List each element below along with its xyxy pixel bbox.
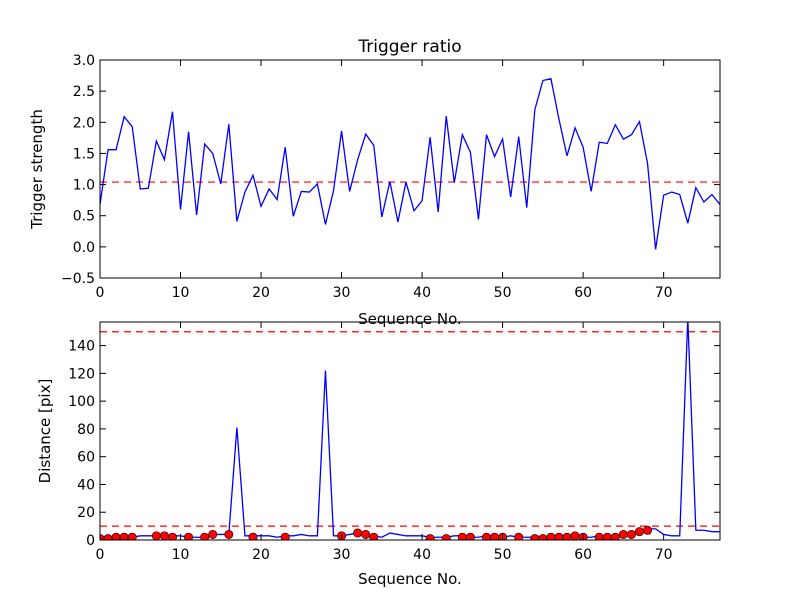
distance-scatter-point-7 (167, 532, 177, 540)
distance-scatter-point-31 (570, 531, 580, 540)
distance-x-tick-label-6: 60 (574, 547, 592, 563)
trigger-x-tick-label-1: 10 (172, 285, 190, 301)
distance-scatter-point-25 (514, 532, 524, 540)
trigger-axis-ticks: 0 10 20 30 40 50 60 70 −0.5 0.0 0.5 1.0 1.5 2.0 2.5 3.0 (61, 53, 720, 301)
trigger-y-axis-label: Trigger strength (28, 109, 46, 230)
trigger-chart-title: Trigger ratio (357, 37, 461, 57)
trigger-x-tick-label-7: 70 (655, 285, 673, 301)
trigger-y-tick-label-6: 2.5 (73, 84, 95, 100)
distance-scatter-point-9 (200, 532, 210, 540)
distance-scatter-point-12 (248, 532, 258, 540)
trigger-plot-content (100, 77, 720, 250)
trigger-y-tick-label-1: 0.0 (73, 240, 95, 256)
distance-x-tick-label-4: 40 (413, 547, 431, 563)
distance-x-tick-label-3: 30 (333, 547, 351, 563)
distance-x-tick-label-2: 20 (252, 547, 270, 563)
trigger-x-tick-label-0: 0 (96, 285, 105, 301)
trigger-x-tick-label-4: 40 (413, 285, 431, 301)
distance-x-tick-label-1: 10 (172, 547, 190, 563)
trigger-x-tick-label-3: 30 (333, 285, 351, 301)
trigger-y-tick-label-5: 2.0 (73, 115, 95, 131)
distance-scatter-point-15 (353, 528, 363, 538)
trigger-x-tick-label-6: 60 (574, 285, 592, 301)
trigger-x-tick-label-5: 50 (494, 285, 512, 301)
distance-scatter-point-19 (441, 534, 451, 540)
distance-x-axis-label: Sequence No. (358, 570, 462, 588)
distance-y-tick-label-3: 60 (77, 450, 95, 466)
distance-scatter-point-11 (224, 529, 234, 539)
distance-y-tick-label-1: 20 (77, 505, 95, 521)
distance-y-tick-label-5: 100 (68, 394, 95, 410)
distance-scatter-point-18 (425, 534, 435, 540)
distance-y-tick-label-0: 0 (86, 533, 95, 549)
distance-plot-content (100, 322, 720, 540)
distance-scatter-point-16 (361, 529, 371, 539)
distance-y-tick-label-7: 140 (68, 339, 95, 355)
distance-scatter-point-6 (159, 531, 169, 540)
trigger-ratio-panel: Trigger ratio 0 10 20 30 40 50 60 70 −0.5 0.0 0.5 1… (28, 37, 721, 328)
distance-plot-frame (99, 321, 721, 541)
distance-scatter-point-10 (208, 529, 218, 539)
distance-scatter-point-21 (465, 532, 475, 540)
distance-scatter-point-17 (369, 532, 379, 540)
distance-y-tick-label-6: 120 (68, 366, 95, 382)
distance-x-tick-label-7: 70 (655, 547, 673, 563)
distance-scatter-point-38 (634, 527, 644, 537)
distance-y-tick-label-2: 40 (77, 477, 95, 493)
distance-scatter-point-35 (610, 532, 620, 540)
distance-y-tick-label-4: 80 (77, 422, 95, 438)
distance-y-axis-label: Distance [pix] (36, 379, 54, 484)
distance-x-tick-label-0: 0 (96, 547, 105, 563)
trigger-x-axis-label: Sequence No. (358, 310, 462, 328)
distance-scatter-point-36 (618, 529, 628, 539)
distance-scatter-point-5 (151, 531, 161, 540)
trigger-plot-frame (99, 59, 721, 279)
distance-scatter-point-4 (127, 532, 137, 540)
trigger-y-tick-label-7: 3.0 (73, 53, 95, 69)
distance-scatter-point-13 (280, 532, 290, 540)
distance-scatter-point-37 (626, 529, 636, 539)
distance-x-tick-label-5: 50 (494, 547, 512, 563)
trigger-y-tick-label-0: −0.5 (61, 271, 95, 287)
distance-scatter-point-39 (643, 525, 653, 535)
distance-axis-ticks: 0 10 20 30 40 50 60 70 0 20 40 60 80 100 120 140 (68, 322, 720, 563)
trigger-y-tick-label-2: 0.5 (73, 209, 95, 225)
distance-scatter-point-8 (184, 532, 194, 540)
trigger-y-tick-label-4: 1.5 (73, 146, 95, 162)
distance-panel: 0 10 20 30 40 50 60 70 0 20 40 60 80 100 120 140 Sequen… (36, 321, 721, 588)
trigger-series-line-0 (100, 77, 720, 250)
trigger-x-tick-label-2: 20 (252, 285, 270, 301)
trigger-y-tick-label-3: 1.0 (73, 178, 95, 194)
